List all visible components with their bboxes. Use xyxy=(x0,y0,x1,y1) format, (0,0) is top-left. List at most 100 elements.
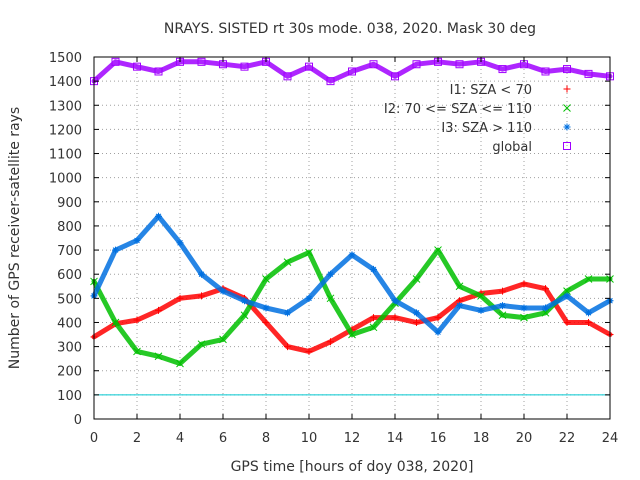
data-point xyxy=(111,318,120,327)
y-tick-label: 1300 xyxy=(49,99,82,114)
marker-stroke xyxy=(241,297,248,304)
legend-marker-i2 xyxy=(563,104,571,112)
data-point xyxy=(541,67,550,76)
data-point xyxy=(155,306,162,314)
data-point xyxy=(283,72,292,81)
marker-stroke xyxy=(198,271,205,278)
data-point xyxy=(133,347,141,356)
x-axis-label: GPS time [hours of doy 038, 2020] xyxy=(231,459,474,475)
x-tick-label: 14 xyxy=(387,431,404,446)
data-point xyxy=(198,270,205,278)
marker-stroke xyxy=(240,311,249,320)
data-point xyxy=(455,282,464,291)
marker-stroke xyxy=(455,282,464,291)
data-point xyxy=(455,60,464,69)
marker-stroke xyxy=(499,302,506,309)
data-point xyxy=(456,302,463,310)
marker-stroke xyxy=(542,305,549,311)
marker-stroke xyxy=(392,297,398,304)
data-point xyxy=(520,280,528,288)
data-point xyxy=(240,62,249,71)
marker-stroke xyxy=(585,310,592,316)
legend-marker-i1 xyxy=(563,85,571,93)
marker-stroke xyxy=(111,318,120,327)
marker-stroke xyxy=(154,352,163,361)
y-tick-label: 200 xyxy=(57,365,82,380)
marker-stroke xyxy=(564,293,570,299)
data-point xyxy=(348,67,356,76)
data-point xyxy=(348,251,356,259)
x-tick-label: 0 xyxy=(90,431,98,446)
series-layer xyxy=(90,57,614,368)
data-point xyxy=(370,265,377,273)
data-point xyxy=(198,292,205,300)
y-axis-label: Number of GPS receiver-satellite rays xyxy=(7,107,23,369)
data-point xyxy=(413,318,420,326)
data-point xyxy=(262,318,270,326)
data-point xyxy=(391,72,399,81)
marker-stroke xyxy=(111,57,120,66)
marker-stroke xyxy=(283,72,292,81)
data-point xyxy=(262,275,270,283)
marker-stroke xyxy=(498,311,507,320)
marker-stroke xyxy=(563,65,571,74)
marker-stroke xyxy=(563,104,571,112)
data-point xyxy=(305,294,313,302)
data-point xyxy=(305,62,313,71)
legend: I1: SZA < 70 I2: 70 <= SZA <= 110 I3: SZA … xyxy=(384,83,571,155)
data-point xyxy=(369,60,378,69)
marker-stroke xyxy=(520,313,528,322)
x-tick-label: 12 xyxy=(344,431,361,446)
data-point xyxy=(241,297,248,305)
legend-marker-i3 xyxy=(563,123,571,131)
data-point xyxy=(176,294,184,302)
y-tick-label: 0 xyxy=(74,413,82,428)
data-point xyxy=(326,77,335,86)
data-point xyxy=(155,212,162,220)
data-point xyxy=(520,304,528,312)
data-point xyxy=(284,343,291,351)
data-point xyxy=(219,335,227,344)
data-point xyxy=(434,246,442,254)
data-point xyxy=(262,304,270,312)
marker-stroke xyxy=(176,359,184,368)
marker-stroke xyxy=(584,69,593,78)
data-point xyxy=(499,287,506,295)
series-i3 xyxy=(90,212,614,336)
marker-stroke xyxy=(306,295,312,302)
marker-stroke xyxy=(369,323,378,332)
x-tick-label: 20 xyxy=(516,431,533,446)
x-tick-label: 4 xyxy=(176,431,184,446)
marker-stroke xyxy=(284,310,291,316)
legend-label-i2: I2: 70 <= SZA <= 110 xyxy=(384,102,532,117)
marker-stroke xyxy=(498,65,507,74)
marker-stroke xyxy=(197,57,206,66)
marker-stroke xyxy=(434,246,442,254)
x-tick-label: 16 xyxy=(430,431,447,446)
marker-stroke xyxy=(455,60,464,69)
data-point xyxy=(542,285,549,293)
y-tick-label: 600 xyxy=(57,268,82,283)
marker-stroke xyxy=(326,294,335,303)
data-point xyxy=(498,311,507,320)
y-tick-label: 1400 xyxy=(49,75,82,90)
y-tick-label: 800 xyxy=(57,220,82,235)
marker-stroke xyxy=(369,60,378,69)
marker-stroke xyxy=(327,271,334,278)
marker-stroke xyxy=(177,240,183,246)
marker-stroke xyxy=(112,247,119,253)
data-point xyxy=(111,57,120,66)
data-point xyxy=(542,304,549,312)
data-point xyxy=(176,239,184,247)
data-point xyxy=(584,69,593,78)
marker-stroke xyxy=(283,258,292,266)
data-point xyxy=(284,309,291,317)
legend-label-i3: I3: SZA > 110 xyxy=(441,121,532,136)
data-point xyxy=(584,275,593,283)
data-point xyxy=(563,292,571,300)
data-point xyxy=(477,306,485,314)
marker-stroke xyxy=(435,329,441,335)
data-point xyxy=(413,309,420,317)
data-point xyxy=(133,236,141,244)
data-point xyxy=(327,338,334,346)
